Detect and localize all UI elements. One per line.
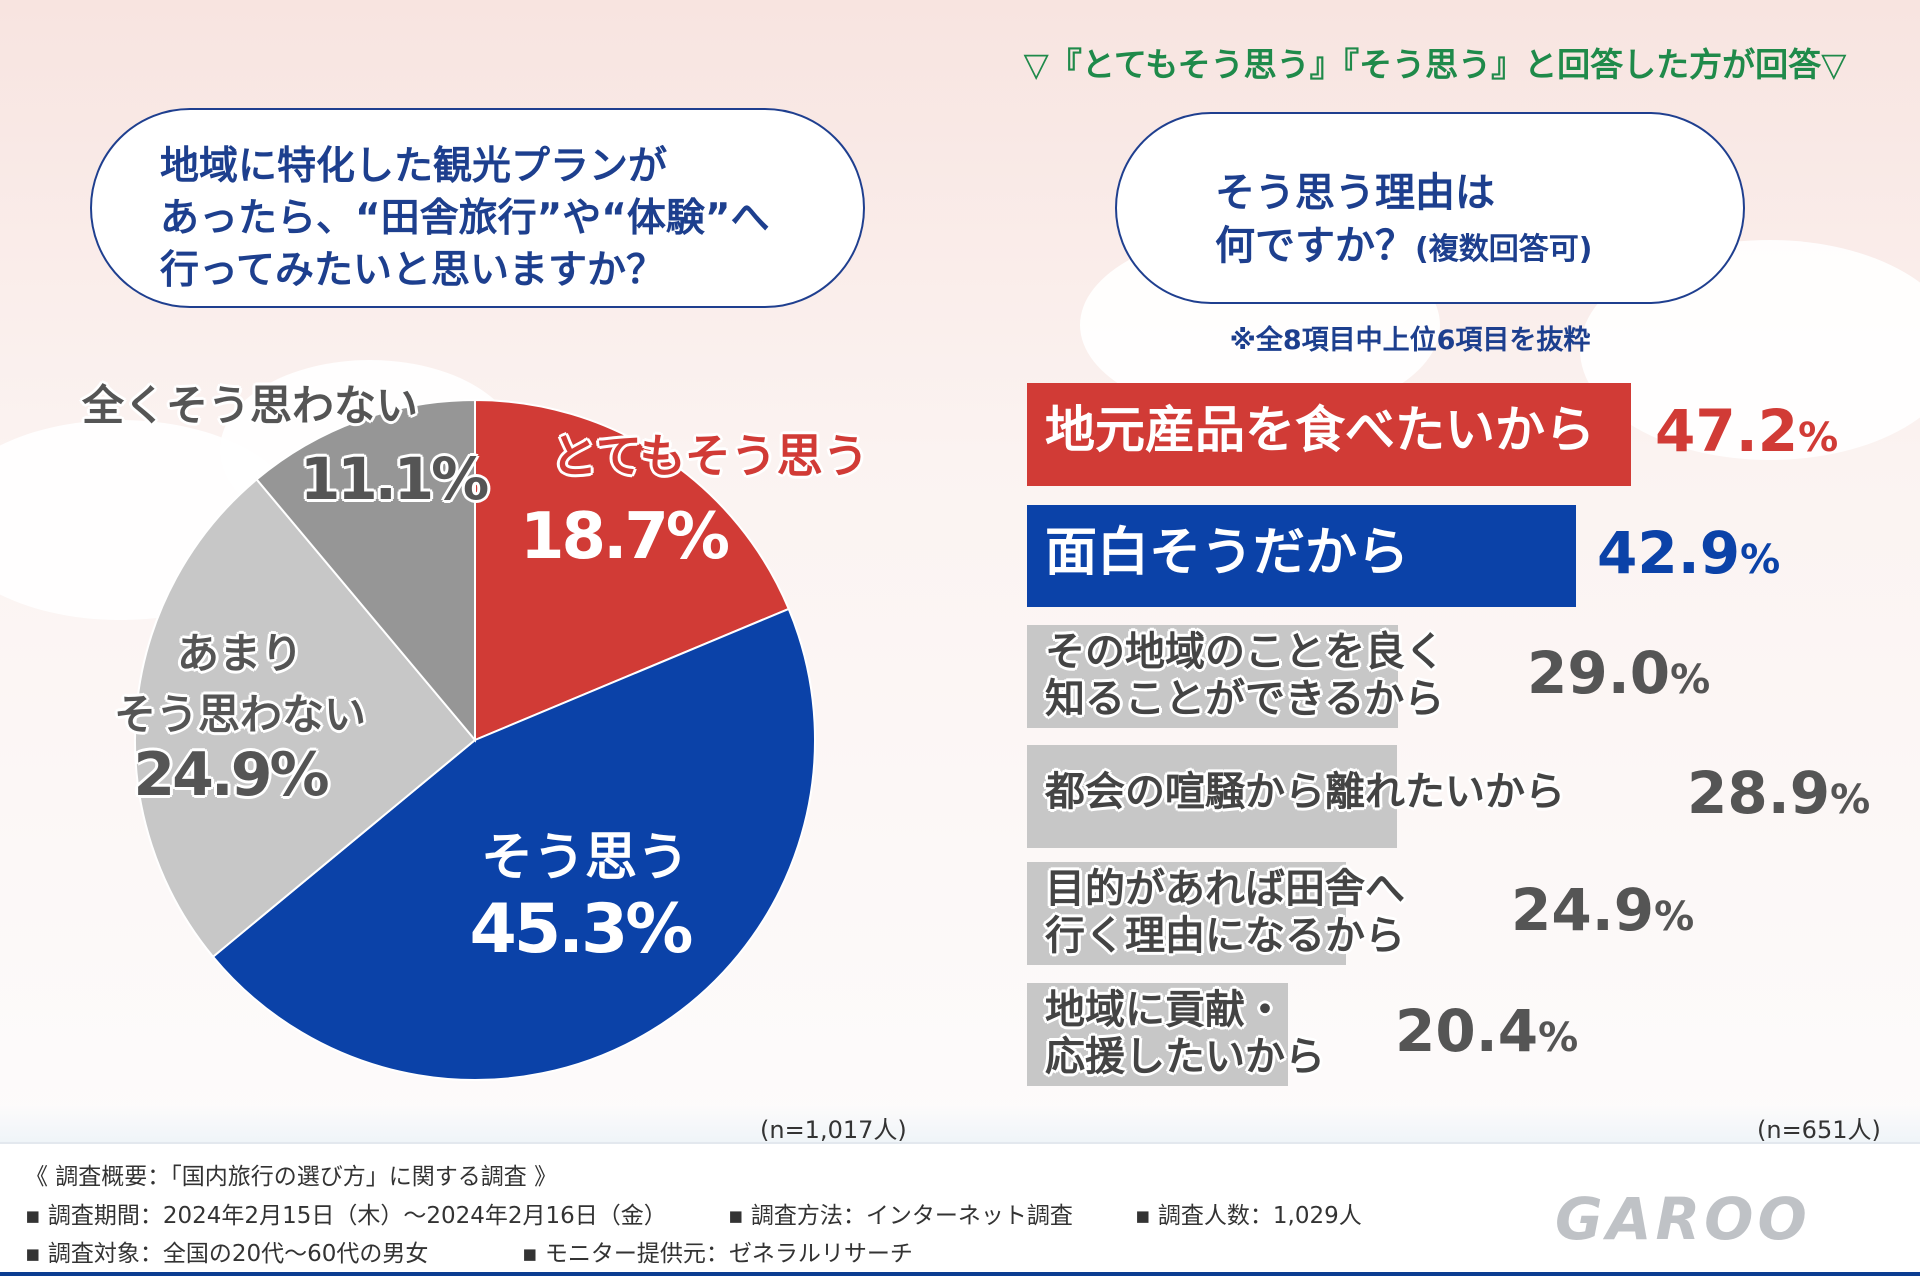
bar-row: 地元産品を食べたいから 47.2%	[1027, 383, 1907, 486]
bar-label-line1: 面白そうだから	[1045, 523, 1410, 583]
bar-value-number: 28.9	[1687, 759, 1831, 827]
bar-label-line1: その地域のことを良く	[1045, 629, 1445, 675]
bar-value: 47.2%	[1655, 397, 1838, 465]
bar-label: 面白そうだから	[1045, 523, 1409, 584]
bar-label: 地元産品を食べたいから	[1045, 401, 1595, 460]
pie-value-very-agree: 18.7%	[520, 500, 730, 574]
garoo-logo: GAROO	[1555, 1185, 1811, 1253]
left-question-line3: 行ってみたいと思いますか？	[160, 248, 666, 293]
bar-label-line2: 知ることができるから	[1045, 675, 1445, 722]
pie-label-not-at-all: 全くそう思わない	[60, 372, 440, 433]
bar-value-number: 47.2	[1655, 397, 1799, 465]
right-question-main: 何ですか？	[1215, 223, 1415, 269]
bar-row: その地域のことを良く 知ることができるから 29.0%	[1027, 625, 1907, 728]
bar-label: 目的があれば田舎へ 行く理由になるから	[1045, 866, 1405, 960]
bar	[1027, 983, 1288, 1086]
bar-label-line1: 都会の喧騒から離れたいから	[1045, 769, 1565, 815]
bar-label-line2: 応援したいから	[1045, 1033, 1325, 1080]
bar-label-line1: 地域に貢献・	[1045, 987, 1285, 1033]
pie-value-not-much: 24.9%	[130, 740, 330, 810]
bar-value-unit: %	[1798, 415, 1839, 461]
bar	[1027, 862, 1346, 965]
bar-label-line1: 地元産品を食べたいから	[1045, 401, 1595, 459]
bar-sample-size: (n=651人)	[1757, 1116, 1881, 1144]
survey-period: ▪ 調査期間：2024年2月15日（木）～2024年2月16日（金）	[25, 1203, 667, 1229]
pie-label-very-agree: とてもそう思う	[540, 420, 880, 486]
bar-value-unit: %	[1670, 657, 1711, 703]
survey-method: ▪ 調査方法：インターネット調査	[728, 1203, 1073, 1229]
pie-value-not-at-all-text: 11.1%	[300, 445, 489, 513]
extract-note: ※全8項目中上位6項目を抜粋	[1229, 325, 1591, 356]
pie-label-not-much-line2: そう思わない	[113, 690, 366, 739]
bar-value: 29.0%	[1527, 639, 1710, 707]
pie-label-agree: そう思う	[455, 815, 715, 890]
right-question-bubble	[1115, 112, 1745, 304]
respondent-filter-note: ▽『とてもそう思う』『そう思う』と回答した方が回答▽	[1023, 45, 1847, 84]
pie-label-agree-text: そう思う	[480, 828, 689, 888]
pie-value-not-at-all: 11.1%	[300, 445, 489, 513]
survey-overview: 《 調査概要：「国内旅行の選び方」に関する調査 》	[25, 1164, 558, 1190]
bar-value: 24.9%	[1511, 876, 1694, 944]
bar-label: 地域に貢献・ 応援したいから	[1045, 987, 1325, 1081]
bar-value-unit: %	[1740, 537, 1781, 583]
bar-label: 都会の喧騒から離れたいから	[1045, 769, 1565, 816]
pie-sample-size: (n=1,017人)	[760, 1116, 907, 1144]
bar-row: 都会の喧騒から離れたいから 28.9%	[1027, 745, 1907, 848]
pie-value-not-much-text: 24.9%	[133, 740, 329, 810]
bar-row: 目的があれば田舎へ 行く理由になるから 24.9%	[1027, 862, 1907, 965]
survey-target: ▪ 調査対象：全国の20代～60代の男女	[25, 1241, 429, 1267]
pie-value-very-agree-text: 18.7%	[520, 500, 730, 574]
bar	[1027, 625, 1398, 728]
right-question-multi-note: (複数回答可)	[1415, 232, 1593, 267]
survey-provider: ▪ モニター提供元：ゼネラルリサーチ	[522, 1241, 913, 1267]
bar-label-line1: 目的があれば田舎へ	[1045, 866, 1405, 912]
bar-label-line2: 行く理由になるから	[1045, 912, 1405, 959]
pie-label-not-much: あまり そう思わない	[95, 620, 385, 742]
left-question-bubble	[90, 108, 865, 308]
pie-label-very-agree-text: とてもそう思う	[551, 429, 869, 483]
bar	[1027, 505, 1576, 607]
bar-value-unit: %	[1654, 894, 1695, 940]
bar-value-number: 42.9	[1597, 519, 1741, 587]
survey-footer	[0, 1142, 1920, 1280]
right-question-line2: 何ですか？(複数回答可)	[1215, 213, 1592, 271]
pie-value-agree: 45.3%	[460, 890, 700, 969]
bar-value: 28.9%	[1687, 759, 1870, 827]
bar-value-number: 24.9	[1511, 876, 1655, 944]
right-question-line1: そう思う理由は	[1215, 170, 1495, 216]
bar-value-number: 29.0	[1527, 639, 1671, 707]
bar-row: 面白そうだから 42.9%	[1027, 505, 1907, 607]
bar-value: 42.9%	[1597, 519, 1780, 587]
pie-label-not-much-line1: あまり	[176, 629, 303, 678]
pie-value-agree-text: 45.3%	[469, 890, 694, 969]
pie-label-not-at-all-text: 全くそう思わない	[81, 381, 418, 430]
footer-band	[0, 1105, 1920, 1145]
left-question-line2: あったら、“田舎旅行”や“体験”へ	[160, 196, 770, 241]
survey-count: ▪ 調査人数：1,029人	[1135, 1203, 1362, 1229]
bar-value-number: 20.4	[1395, 997, 1539, 1065]
left-question-line1: 地域に特化した観光プランが	[160, 144, 668, 189]
bar-value: 20.4%	[1395, 997, 1578, 1065]
bar-label: その地域のことを良く 知ることができるから	[1045, 629, 1445, 723]
bar	[1027, 745, 1397, 848]
bar-row: 地域に貢献・ 応援したいから 20.4%	[1027, 983, 1907, 1086]
bar-value-unit: %	[1538, 1015, 1579, 1061]
bottom-rule	[0, 1272, 1920, 1276]
bar	[1027, 383, 1631, 486]
bar-value-unit: %	[1830, 777, 1871, 823]
